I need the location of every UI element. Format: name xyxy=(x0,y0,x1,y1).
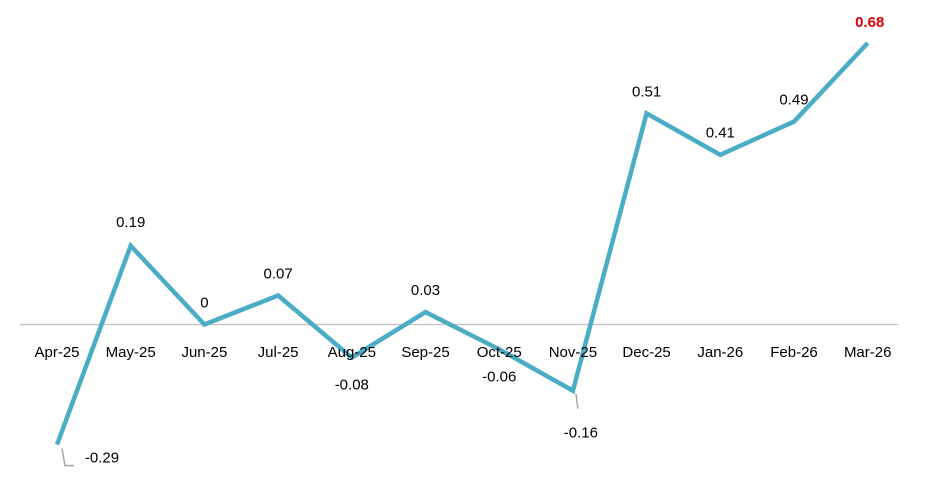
x-tick-label: Dec-25 xyxy=(622,344,670,361)
data-label: 0 xyxy=(200,294,208,311)
x-tick-label: May-25 xyxy=(106,344,156,361)
x-tick-label: Mar-26 xyxy=(844,344,892,361)
data-label: 0.41 xyxy=(706,125,735,142)
x-axis-tick-labels: Apr-25 May-25 Jun-25 Jul-25 Aug-25 Sep-25 Oct-… xyxy=(34,344,891,361)
data-label: -0.06 xyxy=(482,368,516,385)
x-tick-label: Feb-26 xyxy=(770,344,818,361)
data-label: -0.08 xyxy=(335,377,369,394)
x-tick-label: Apr-25 xyxy=(34,344,79,361)
data-labels: -0.29 0.19 0 0.07 -0.08 0.03 -0.06 -0.16 0.51 0.4… xyxy=(85,14,884,467)
data-label: 0.49 xyxy=(779,92,808,109)
leader-lines xyxy=(61,393,579,467)
data-label: -0.29 xyxy=(85,450,119,467)
data-label: 0.03 xyxy=(411,282,440,299)
data-label: 0.07 xyxy=(263,265,292,282)
x-tick-label: Nov-25 xyxy=(549,344,597,361)
data-label: 0.19 xyxy=(116,214,145,231)
label-leader-line xyxy=(575,393,579,409)
x-tick-label: Jun-25 xyxy=(181,344,227,361)
data-label: 0.51 xyxy=(632,83,661,100)
data-label: -0.16 xyxy=(564,425,598,442)
x-tick-label: Jan-26 xyxy=(697,344,743,361)
x-tick-label: Sep-25 xyxy=(401,344,449,361)
label-leader-line xyxy=(61,448,74,467)
data-label: 0.68 xyxy=(855,14,884,31)
x-tick-label: Oct-25 xyxy=(477,344,522,361)
x-tick-label: Aug-25 xyxy=(328,344,376,361)
series-line xyxy=(54,41,870,446)
x-tick-label: Jul-25 xyxy=(258,344,299,361)
